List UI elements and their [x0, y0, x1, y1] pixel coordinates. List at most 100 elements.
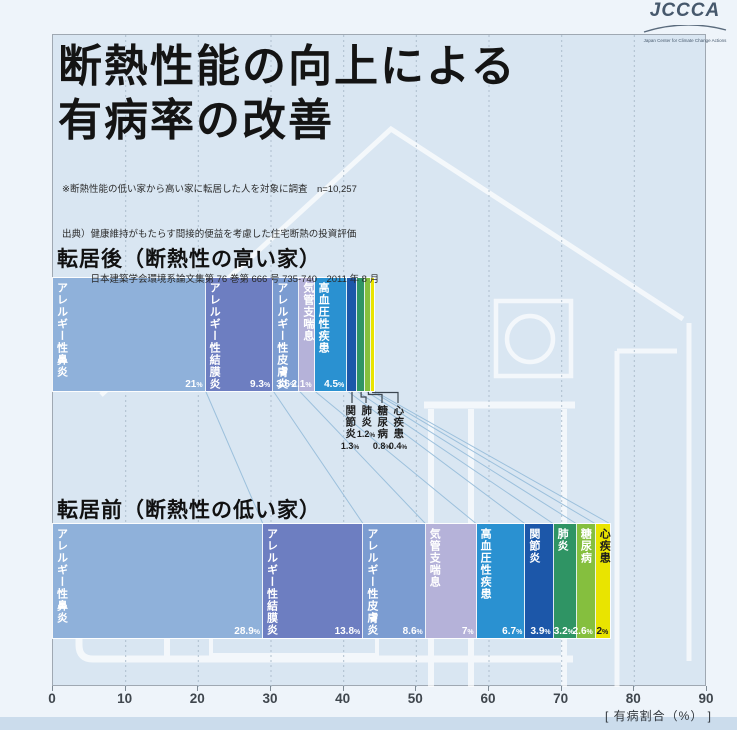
tick-label: 10	[117, 691, 133, 706]
bar-segment-label: 関節炎	[527, 528, 540, 564]
bar-segment: アレルギー性皮膚炎 8.6%	[363, 524, 426, 638]
bar-before-moving: アレルギー性鼻炎 28.9% アレルギー性結膜炎 13.8% アレルギー性皮膚炎 8.6%…	[53, 524, 610, 638]
callout-value: 1.2%	[356, 429, 376, 439]
bar-segment: 気管支喘息 7%	[425, 524, 477, 638]
tick-label: 70	[553, 691, 569, 706]
tick-label: 50	[407, 691, 423, 706]
section-label-after-moving: 転居後（断熱性の高い家）	[57, 248, 321, 271]
bar-segment-value: 3.2%	[553, 626, 574, 637]
page-title: 断熱性能の向上による 有病率の改善	[58, 40, 517, 148]
bar-segment-label: アレルギー性鼻炎	[55, 282, 68, 378]
bar-segment-label: アレルギー性結膜炎	[265, 528, 278, 636]
callout-leader-lines	[351, 391, 399, 403]
axis-tick	[488, 686, 489, 691]
axis-tick	[633, 686, 635, 691]
tick-label: 30	[262, 691, 278, 706]
bar-segment-value: 28.9%	[234, 626, 260, 637]
tick-label: 0	[48, 691, 56, 706]
bar-segment: 糖尿病 2.6%	[573, 524, 596, 638]
bar-segment-value: 2.6%	[572, 626, 593, 637]
bar-segment: アレルギー性鼻炎 21%	[53, 278, 206, 391]
jccca-logo: JCCCA Japan Center for Climate Change Ac…	[637, 0, 733, 43]
axis-tick	[270, 686, 271, 691]
callout-category-label: 関節炎	[344, 405, 357, 440]
callout-category-label: 糖尿病	[376, 405, 389, 440]
connector-line	[272, 390, 364, 525]
jccca-logo-subtext: Japan Center for Climate Change Actions	[643, 38, 727, 43]
bar-segment	[356, 278, 366, 391]
bar-segment-label: アレルギー性皮膚炎	[275, 282, 288, 390]
note-line: 出典）健康維持がもたらす間接的便益を考慮した住宅断熱の投資評価	[62, 229, 357, 240]
tick-label: 80	[625, 691, 641, 706]
bar-segment-label: 気管支喘息	[301, 282, 314, 342]
x-axis-label: [ 有病割合（%） ]	[604, 709, 712, 723]
bar-segment-label: 心疾患	[598, 528, 611, 564]
bar-segment-value: 3.9%	[530, 626, 551, 637]
section-label-before-moving: 転居前（断熱性の低い家）	[57, 499, 321, 522]
source-notes: ※断熱性能の低い家から高い家に転居した人を対象に調査 n=10,257 出典）健…	[62, 152, 379, 317]
bar-segment-label: アレルギー性鼻炎	[55, 528, 68, 624]
title-line-1: 断熱性能の向上による	[58, 42, 517, 91]
bar-segment-value: 7%	[461, 626, 474, 637]
axis-tick	[415, 686, 417, 691]
connector-line	[347, 390, 526, 525]
bar-segment	[347, 278, 357, 391]
bar-segment: アレルギー性結膜炎 13.8%	[263, 524, 364, 638]
bar-segment-value: 13.8%	[334, 626, 361, 637]
bar-segment	[371, 278, 375, 391]
axis-tick	[560, 686, 562, 691]
bar-segment-label: アレルギー性皮膚炎	[365, 528, 378, 636]
bar-segment-label: 高血圧性疾患	[317, 282, 330, 354]
bar-after-moving: アレルギー性鼻炎 21% アレルギー性結膜炎 9.3% アレルギー性皮膚炎 3.6% 気管支…	[53, 278, 375, 391]
axis-tick	[197, 686, 199, 691]
chart-plot-area: アレルギー性鼻炎 21% アレルギー性結膜炎 9.3% アレルギー性皮膚炎 3.6% 気管支…	[52, 34, 706, 687]
connector-line	[365, 390, 578, 525]
bar-segment-label: 糖尿病	[579, 528, 592, 564]
bar-segment-value: 8.6%	[402, 626, 423, 637]
bar-segment-label: 気管支喘息	[428, 528, 441, 588]
note-line: 日本建築学会環境系論文集第 76 巻第 666 号 735-740 2011 年…	[62, 274, 380, 285]
callout-value: 1.3%	[340, 440, 360, 451]
connector-line	[373, 390, 611, 525]
bar-segment: 関節炎 3.9%	[525, 524, 554, 638]
connector-line	[298, 390, 427, 525]
callout-value: 0.8%	[372, 440, 392, 451]
tick-label: 40	[335, 691, 351, 706]
bar-segment-value: 9.3%	[250, 379, 271, 390]
bar-segment-label: 肺炎	[556, 528, 569, 552]
bar-segment-value: 2.1%	[291, 379, 312, 390]
title-line-2: 有病率の改善	[58, 96, 334, 145]
bar-segment-value: 4.5%	[324, 379, 345, 390]
bar-segment: 高血圧性疾患 6.7%	[476, 524, 526, 638]
callout-leader-line	[360, 391, 367, 403]
callout-value: 0.4%	[388, 440, 408, 451]
bar-segment	[365, 278, 372, 391]
connector-line	[205, 390, 264, 525]
callout-category-label: 心疾患	[392, 405, 405, 440]
axis-tick	[342, 686, 344, 691]
bar-segment: 高血圧性疾患 4.5%	[314, 278, 348, 391]
jccca-logo-text: JCCCA	[649, 0, 721, 21]
tick-label: 90	[698, 691, 714, 706]
bar-segment: アレルギー性結膜炎 9.3%	[205, 278, 274, 391]
bar-segment: アレルギー性鼻炎 28.9%	[53, 524, 263, 638]
connector-line	[314, 390, 477, 525]
bar-segment-value: 2%	[596, 626, 609, 637]
bar-segment-label: 高血圧性疾患	[479, 528, 492, 600]
callout-item: 糖尿病 0.8%	[373, 405, 391, 451]
connector-line	[371, 390, 597, 525]
bar-segment-value: 3.6%	[276, 379, 297, 390]
bar-segment-value: 21%	[185, 379, 203, 390]
callout-leader-line	[372, 391, 399, 403]
note-line: ※断熱性能の低い家から高い家に転居した人を対象に調査 n=10,257	[62, 184, 357, 195]
connector-line	[356, 390, 554, 525]
logo-swoosh-icon	[643, 24, 727, 33]
connector-lines	[205, 390, 611, 525]
bar-segment: 心疾患 2%	[595, 524, 611, 638]
tick-label: 60	[480, 691, 496, 706]
callout-item: 肺炎 1.2%	[357, 405, 375, 439]
bar-segment: 肺炎 3.2%	[553, 524, 577, 638]
callout-item: 関節炎 1.3%	[341, 405, 359, 451]
axis-tick	[52, 686, 53, 691]
